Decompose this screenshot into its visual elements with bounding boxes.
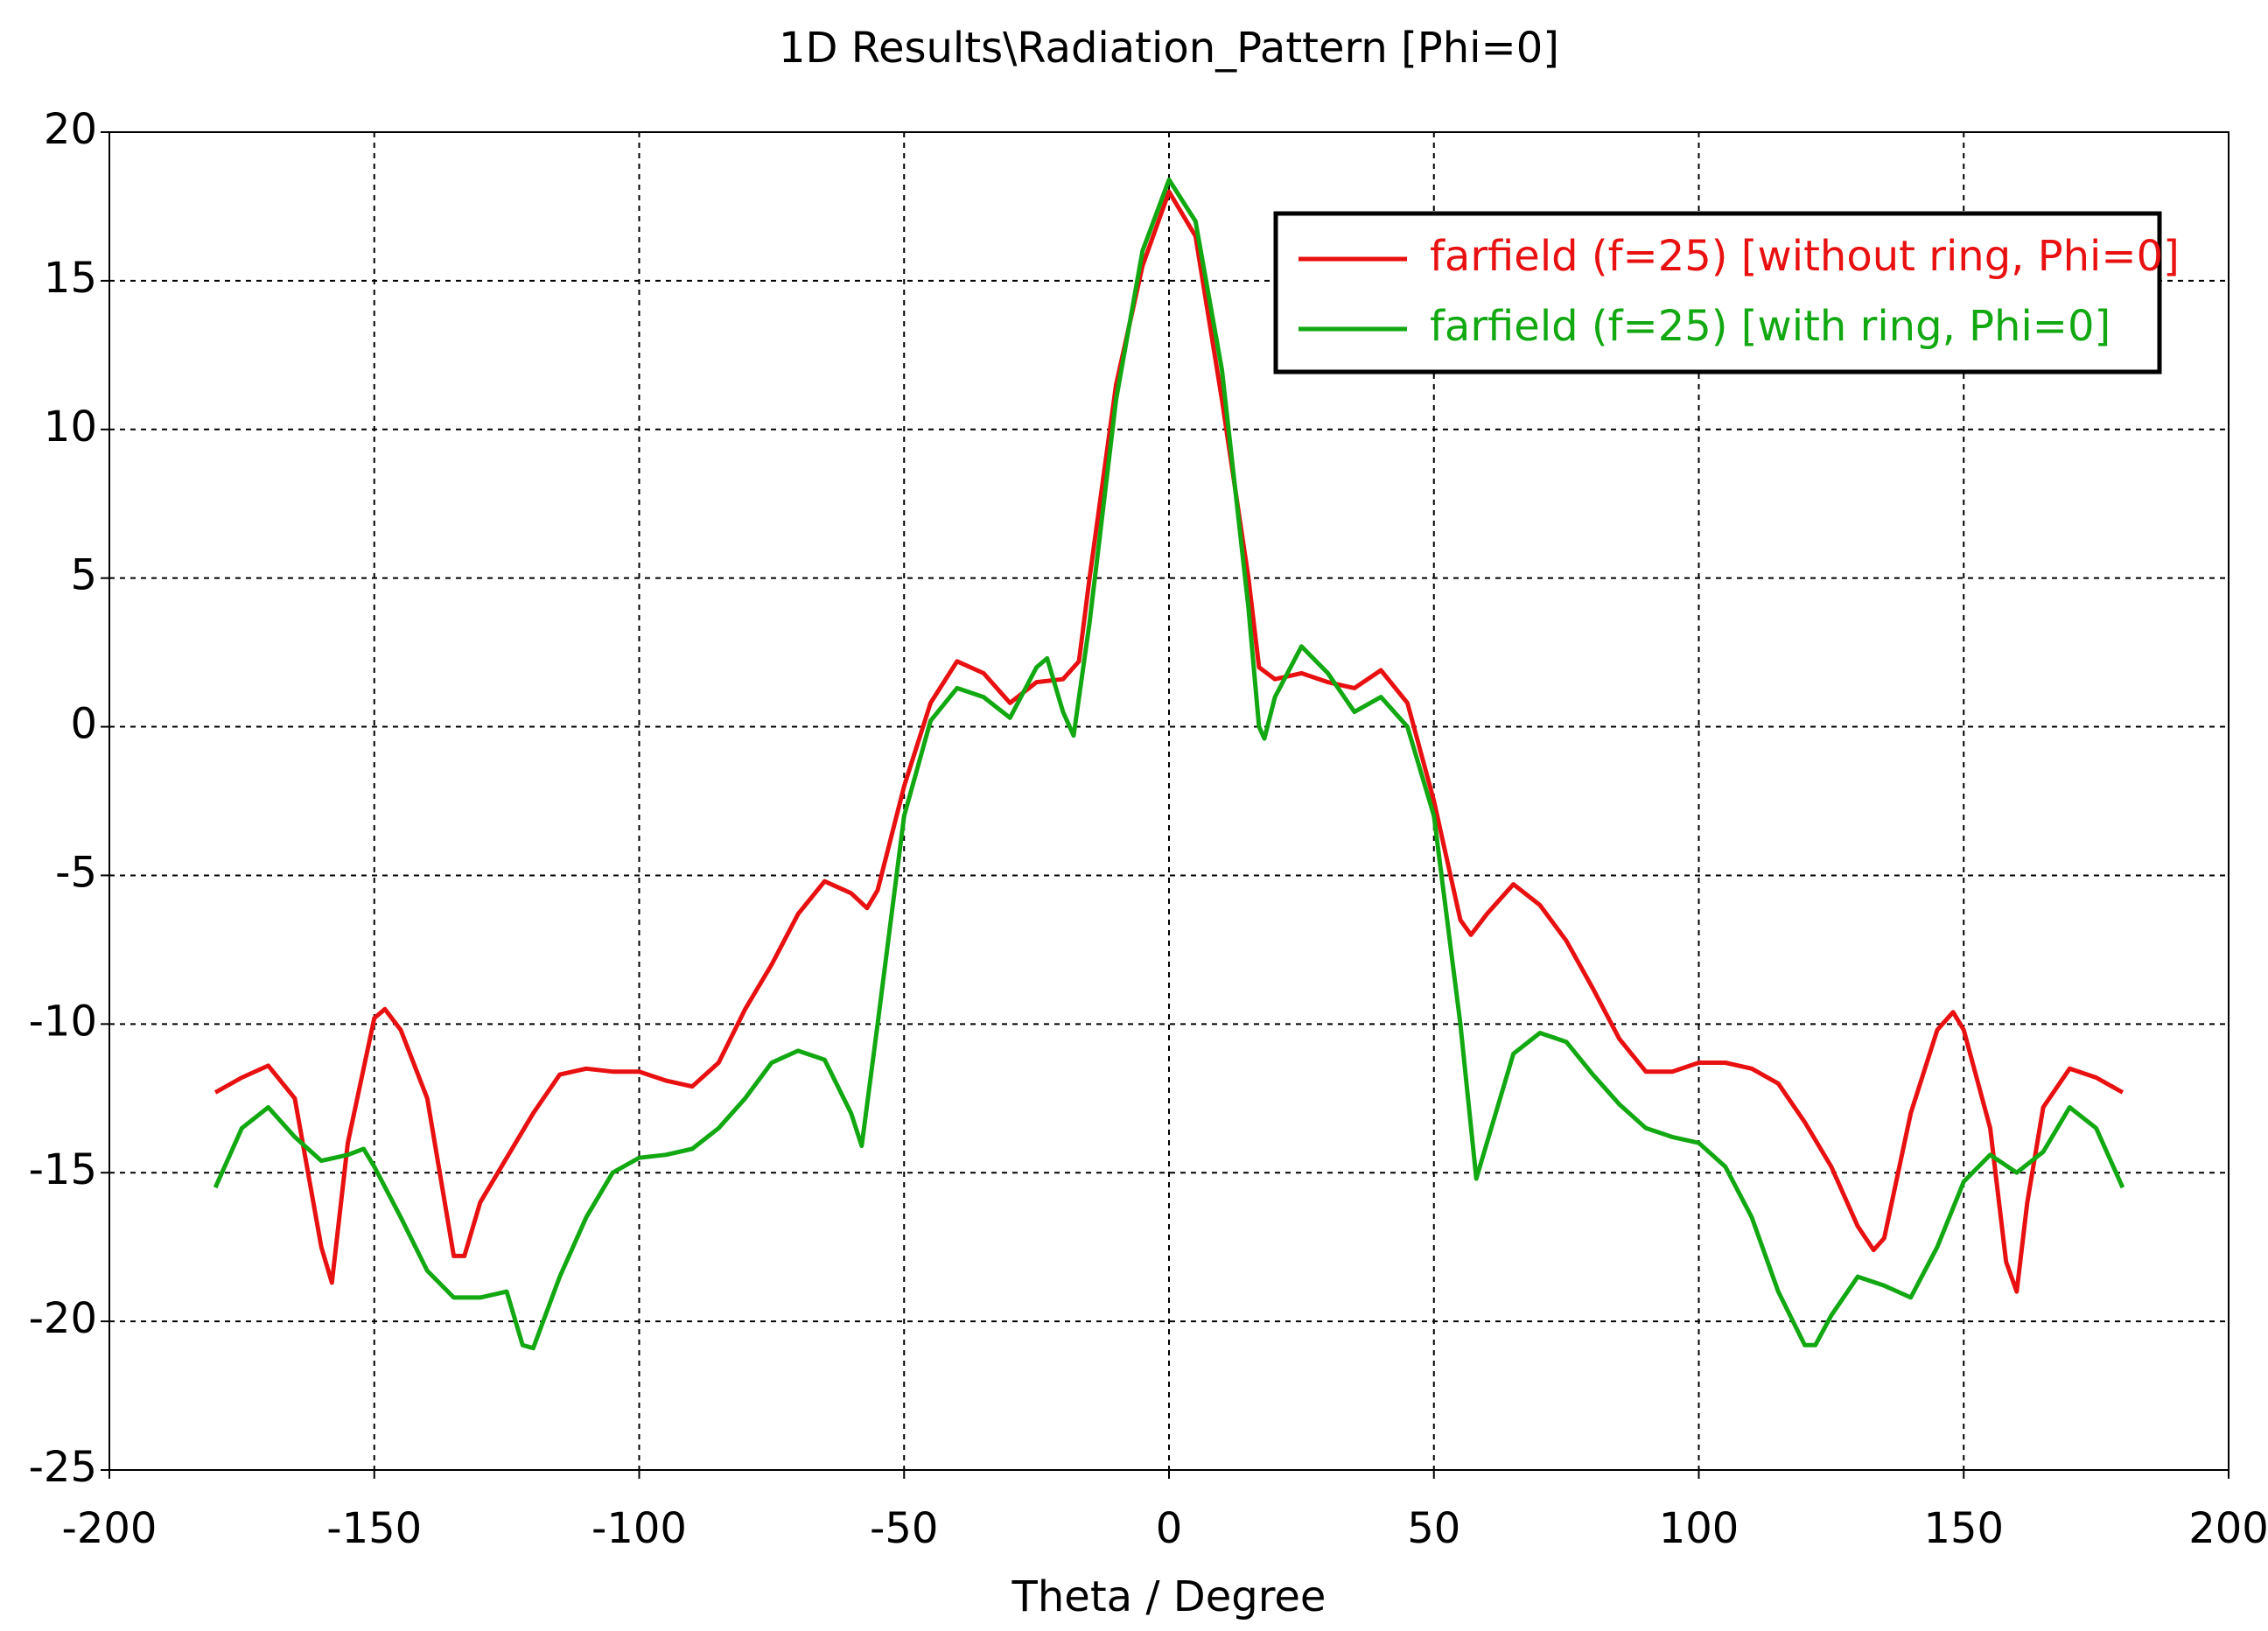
x-tick-label: -100 xyxy=(592,1504,687,1553)
y-tick-label: -25 xyxy=(29,1443,97,1492)
x-tick-label: 200 xyxy=(2188,1504,2268,1553)
chart-title: 1D Results\Radiation_Pattern [Phi=0] xyxy=(779,24,1559,73)
y-tick-label: -10 xyxy=(29,997,97,1046)
y-tick-label: 10 xyxy=(44,402,97,452)
y-tick-label: -5 xyxy=(55,848,97,897)
x-tick-label: 100 xyxy=(1659,1504,1740,1553)
y-tick-label: 0 xyxy=(70,700,97,749)
x-tick-label: 150 xyxy=(1923,1504,2004,1553)
y-tick-label: -15 xyxy=(29,1145,97,1194)
plot-frame xyxy=(108,131,2230,1471)
x-tick-label: -200 xyxy=(62,1504,158,1553)
legend: farfield (f=25) [without ring, Phi=0] far… xyxy=(1273,211,2180,374)
x-axis-label: Theta / Degree xyxy=(1012,1572,1326,1621)
legend-label: farfield (f=25) [with ring, Phi=0] xyxy=(1430,302,2110,351)
y-tick-label: 5 xyxy=(70,551,97,600)
legend-box xyxy=(1273,211,2162,374)
legend-label: farfield (f=25) [without ring, Phi=0] xyxy=(1430,232,2180,281)
y-tick-label: -20 xyxy=(29,1294,97,1343)
x-tick-label: 50 xyxy=(1407,1504,1460,1553)
x-tick-label: 0 xyxy=(1156,1504,1183,1553)
y-tick-label: 20 xyxy=(44,105,97,154)
series-line xyxy=(214,189,2124,1294)
y-tick-label: 15 xyxy=(44,254,97,303)
x-tick-label: -150 xyxy=(326,1504,422,1553)
series-line xyxy=(213,177,2125,1351)
x-tick-label: -50 xyxy=(870,1504,938,1553)
